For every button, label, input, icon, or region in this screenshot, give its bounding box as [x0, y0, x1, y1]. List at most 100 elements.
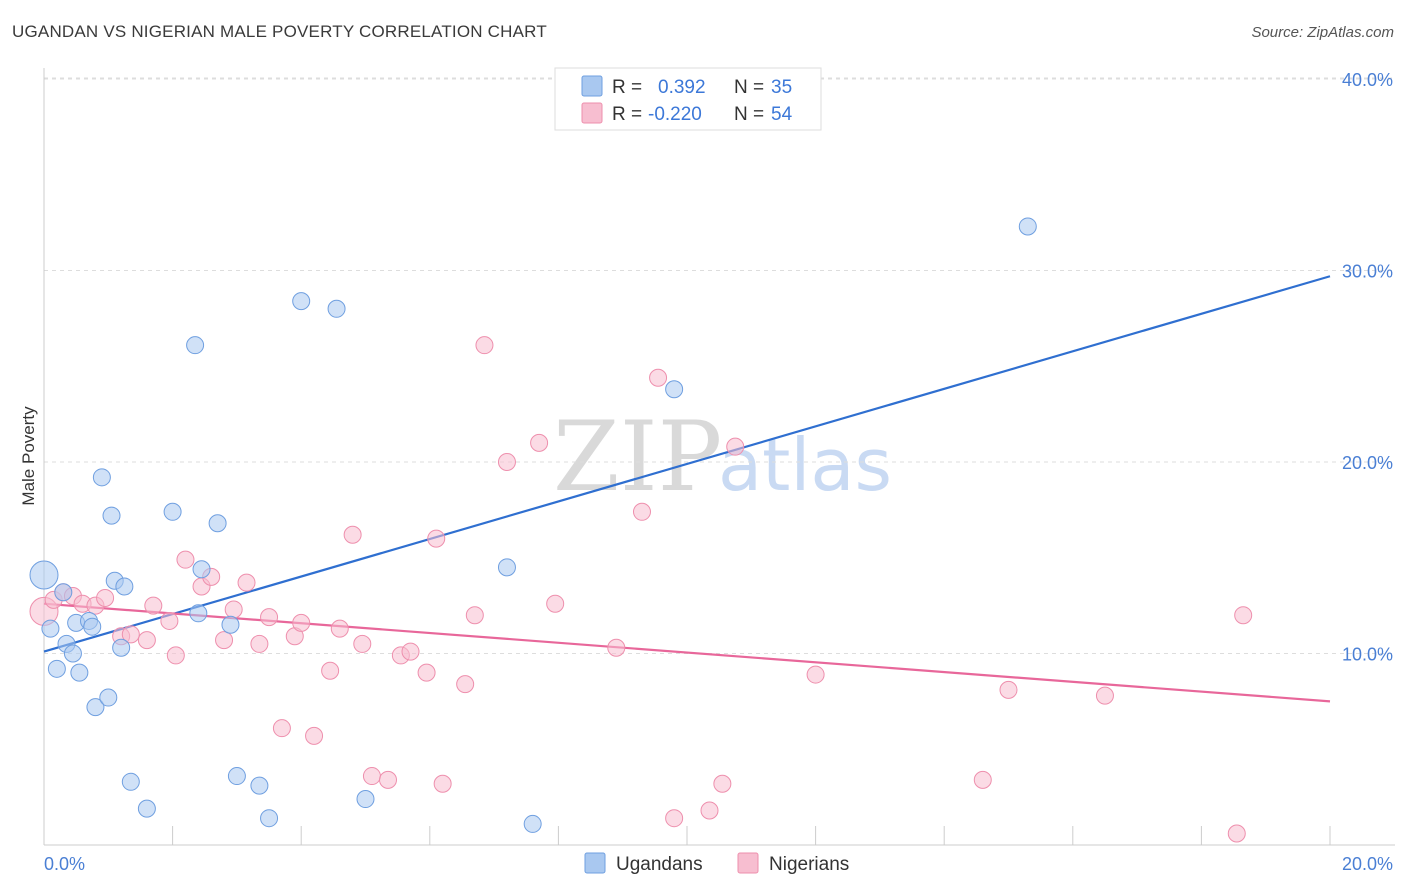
nigerians-point-26	[330, 619, 349, 638]
nigerians-point-16	[215, 631, 234, 650]
ugandans-points	[29, 217, 1037, 833]
nigerians-point-47	[713, 774, 732, 793]
legend-swatch-nigerians	[581, 102, 603, 124]
bottom-legend-swatch-nigerians	[737, 852, 759, 874]
source-label: Source: ZipAtlas.com	[1251, 24, 1394, 41]
nigerians-trend-line	[43, 602, 1331, 703]
bottom-legend-label-nigerians: Nigerians	[769, 854, 849, 875]
nigerians-point-48	[726, 437, 745, 456]
nigerians-points	[29, 336, 1253, 843]
nigerians-point-41	[546, 594, 565, 613]
legend-swatch-ugandans	[581, 75, 603, 97]
ugandans-point-34	[1018, 217, 1037, 236]
bottom-legend-swatch-ugandans	[584, 852, 606, 874]
y-axis-title: Male Poverty	[19, 406, 38, 506]
nigerians-point-34	[427, 529, 446, 548]
nigerians-point-18	[237, 573, 256, 592]
ugandans-point-24	[221, 615, 240, 634]
nigerians-point-10	[144, 596, 163, 615]
nigerians-point-6	[96, 588, 115, 607]
nigerians-point-44	[649, 368, 668, 387]
ugandans-point-20	[186, 336, 205, 355]
nigerians-point-46	[700, 801, 719, 820]
ugandans-point-18	[137, 799, 156, 818]
ugandans-point-22	[192, 560, 211, 579]
ugandans-point-26	[250, 776, 269, 795]
ugandans-point-33	[665, 380, 684, 399]
ugandans-point-7	[70, 663, 89, 682]
legend-r-label-nigerians: R =	[612, 104, 642, 125]
legend-r-value-nigerians: -0.220	[648, 104, 702, 125]
nigerians-point-37	[465, 606, 484, 625]
nigerians-point-54	[1234, 606, 1253, 625]
ugandans-point-15	[112, 638, 131, 657]
ugandans-point-11	[92, 468, 111, 487]
y-tick-label-3: 40.0%	[1342, 70, 1393, 90]
nigerians-point-12	[166, 646, 185, 665]
nigerians-point-42	[607, 638, 626, 657]
ugandans-point-5	[63, 644, 82, 663]
correlation-legend: R = 0.392 N = 35 R = -0.220 N = 54	[554, 67, 822, 131]
nigerians-point-38	[475, 336, 494, 355]
nigerians-point-20	[260, 608, 279, 627]
axes	[43, 68, 1395, 846]
nigerians-point-28	[353, 634, 372, 653]
ugandans-point-19	[163, 502, 182, 521]
nigerians-point-27	[343, 525, 362, 544]
nigerians-point-49	[806, 665, 825, 684]
series-legend: Ugandans Nigerians	[584, 852, 849, 875]
nigerians-point-17	[224, 600, 243, 619]
legend-n-label-ugandans: N =	[734, 77, 764, 98]
nigerians-point-40	[530, 433, 549, 452]
y-tick-label-2: 30.0%	[1342, 262, 1393, 282]
ugandans-point-16	[115, 577, 134, 596]
watermark-atlas: atlas	[718, 423, 892, 507]
x-tick-label-0: 0.0%	[44, 854, 85, 874]
nigerians-point-51	[999, 680, 1018, 699]
nigerians-point-50	[973, 770, 992, 789]
ugandans-point-27	[260, 809, 279, 828]
ugandans-point-29	[327, 299, 346, 318]
ugandans-point-17	[121, 772, 140, 791]
nigerians-point-30	[379, 770, 398, 789]
ugandans-point-3	[54, 583, 73, 602]
nigerians-point-11	[160, 611, 179, 630]
legend-n-label-nigerians: N =	[734, 104, 764, 125]
nigerians-point-39	[497, 453, 516, 471]
legend-r-label-ugandans: R =	[612, 77, 642, 98]
y-tick-label-0: 10.0%	[1342, 645, 1393, 665]
ugandans-point-32	[523, 814, 542, 833]
ugandans-point-10	[86, 698, 105, 717]
chart-title: UGANDAN VS NIGERIAN MALE POVERTY CORRELA…	[12, 22, 547, 41]
nigerians-point-13	[176, 550, 195, 569]
ugandans-point-21	[189, 604, 208, 623]
nigerians-point-33	[417, 663, 436, 682]
nigerians-point-35	[433, 774, 452, 793]
nigerians-point-8	[121, 625, 140, 644]
ugandans-point-9	[83, 617, 102, 636]
legend-r-value-ugandans: 0.392	[658, 77, 706, 98]
nigerians-point-36	[456, 675, 475, 694]
trend-lines	[43, 275, 1331, 703]
ugandans-trend-line	[43, 275, 1331, 653]
ugandans-point-30	[356, 790, 375, 809]
ugandans-point-25	[227, 767, 246, 786]
x-tick-label-1: 20.0%	[1342, 854, 1393, 874]
nigerians-point-21	[272, 719, 291, 738]
y-tick-label-1: 20.0%	[1342, 453, 1393, 473]
nigerians-point-24	[305, 726, 324, 745]
legend-n-value-nigerians: 54	[771, 104, 793, 125]
ugandans-point-0	[29, 560, 59, 590]
nigerians-point-52	[1095, 686, 1114, 705]
nigerians-point-32	[401, 642, 420, 661]
nigerians-point-29	[362, 767, 381, 786]
nigerians-point-25	[321, 661, 340, 680]
gridlines	[44, 77, 1395, 654]
ugandans-point-13	[102, 506, 121, 525]
nigerians-point-45	[665, 809, 684, 828]
nigerians-point-23	[292, 613, 311, 632]
ugandans-point-12	[99, 688, 118, 707]
ugandans-point-1	[41, 619, 60, 638]
y-tick-labels: 10.0% 20.0% 30.0% 40.0%	[1342, 70, 1393, 665]
